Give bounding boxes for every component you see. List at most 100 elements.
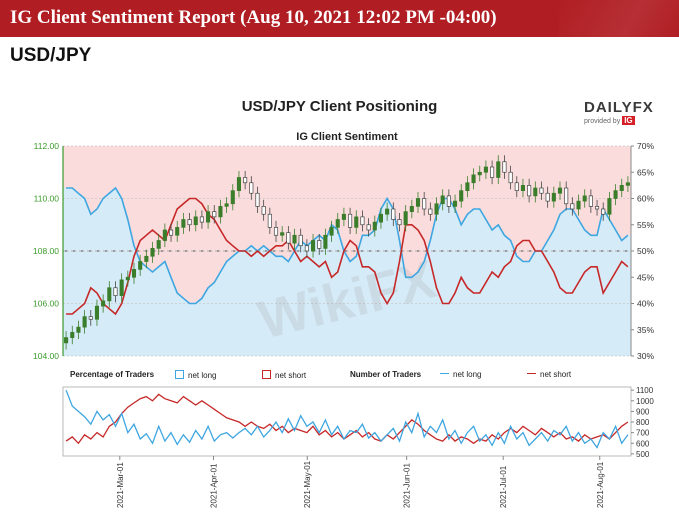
net-long-line-swatch: [440, 373, 449, 374]
candle-body: [625, 182, 630, 186]
price-tick-label: 110.00: [34, 194, 60, 204]
dailyfx-logo: DAILYFX provided by IG: [584, 99, 664, 133]
candle-body: [335, 219, 340, 228]
date-tick-label: 2021-Jun-01: [403, 463, 412, 508]
candle-body: [156, 240, 161, 249]
traders-tick-label: 1100: [636, 386, 654, 395]
net-short-swatch: [262, 370, 271, 379]
traders-tick-label: 500: [636, 450, 650, 459]
date-tick-label: 2021-Mar-01: [116, 462, 125, 508]
candle-body: [236, 177, 242, 191]
logo-wordmark: DAILYFX: [584, 99, 664, 116]
candle-body: [101, 300, 106, 307]
candle-body: [564, 187, 569, 205]
candle-body: [144, 255, 149, 262]
candle-body: [286, 232, 291, 244]
candle-body: [446, 195, 451, 207]
percent-tick-label: 60%: [637, 194, 654, 204]
net-short-percent-line: [66, 197, 629, 316]
percent-tick-label: 70%: [637, 141, 654, 151]
logo-provided: provided by IG: [584, 116, 664, 125]
logo-daily: DAILY: [584, 99, 633, 116]
ig-badge: IG: [622, 116, 635, 125]
candle-body: [539, 187, 544, 194]
candle-body: [378, 213, 384, 223]
net-short-line-swatch: [527, 373, 536, 374]
candle-body: [224, 203, 229, 207]
candle-body: [545, 192, 550, 202]
net-long-swatch: [175, 370, 184, 379]
percent-tick-label: 55%: [637, 220, 654, 230]
candle-body: [415, 198, 421, 207]
candle-body: [582, 195, 587, 202]
candle-body: [588, 195, 593, 207]
candle-body: [428, 208, 433, 215]
candle-body: [422, 198, 427, 210]
candle-body: [465, 182, 470, 191]
logo-provided-text: provided by: [584, 118, 621, 125]
candle-body: [471, 174, 476, 184]
percent-tick-label: 45%: [637, 272, 654, 282]
chart-title: USD/JPY Client Positioning: [241, 98, 438, 115]
logo-fx: FX: [632, 99, 654, 116]
price-tick-label: 104.00: [33, 351, 59, 361]
candle-body: [607, 198, 612, 215]
candle-body: [292, 234, 297, 244]
candle-body: [520, 185, 526, 191]
candle-body: [323, 234, 328, 249]
candle-body: [613, 190, 618, 199]
date-tick-label: 2021-Jul-01: [499, 465, 508, 508]
candle-body: [76, 326, 81, 333]
net-long-percent-line: [66, 186, 629, 305]
candle-body: [508, 171, 513, 184]
candle-body: [304, 245, 309, 252]
candle-body: [385, 208, 390, 215]
candle-body: [175, 227, 180, 236]
candle-body: [397, 219, 402, 226]
candle-body: [243, 177, 248, 184]
candle-body: [187, 219, 192, 226]
candle-body: [181, 219, 186, 228]
candle-body: [70, 332, 75, 338]
percent-tick-label: 30%: [637, 351, 654, 361]
price-tick-label: 108.00: [33, 246, 59, 256]
banner-title: IG Client Sentiment Report (Aug 10, 2021…: [10, 7, 497, 28]
candle-body: [88, 316, 93, 320]
candle-body: [619, 185, 624, 191]
candle-body: [366, 224, 371, 231]
candle-body: [391, 208, 396, 220]
percent-tick-label: 40%: [637, 299, 654, 309]
candle-body: [527, 185, 532, 197]
candle-body: [82, 316, 87, 328]
candle-body: [459, 190, 464, 202]
candle-body: [64, 337, 69, 344]
candle-body: [138, 261, 143, 270]
candle-body: [403, 211, 408, 226]
net-short-traders-line: [65, 393, 629, 445]
percent-tick-label: 50%: [637, 246, 654, 256]
candle-body: [199, 216, 204, 223]
banner-decoration: [559, 0, 679, 37]
candle-body: [113, 287, 118, 296]
candle-body: [496, 161, 501, 178]
candle-body: [490, 166, 495, 178]
candle-body: [341, 213, 346, 220]
percent-tick-label: 35%: [637, 325, 654, 335]
candle-body: [107, 287, 112, 302]
candle-body: [452, 200, 458, 207]
legend-percentage-title: Percentage of Traders: [70, 370, 155, 379]
candle-body: [557, 187, 563, 194]
candle-body: [280, 232, 285, 236]
candle-body: [502, 161, 507, 173]
legend-num-net-long: net long: [440, 370, 481, 379]
candle-body: [409, 206, 414, 212]
legend-num-net-short: net short: [527, 370, 571, 379]
candle-body: [551, 192, 556, 202]
chart-subtitle: IG Client Sentiment: [296, 131, 398, 143]
candle-body: [594, 206, 600, 210]
candle-body: [348, 213, 353, 228]
candle-body: [162, 229, 167, 241]
percent-tick-label: 65%: [637, 167, 654, 177]
candle-body: [230, 190, 235, 205]
